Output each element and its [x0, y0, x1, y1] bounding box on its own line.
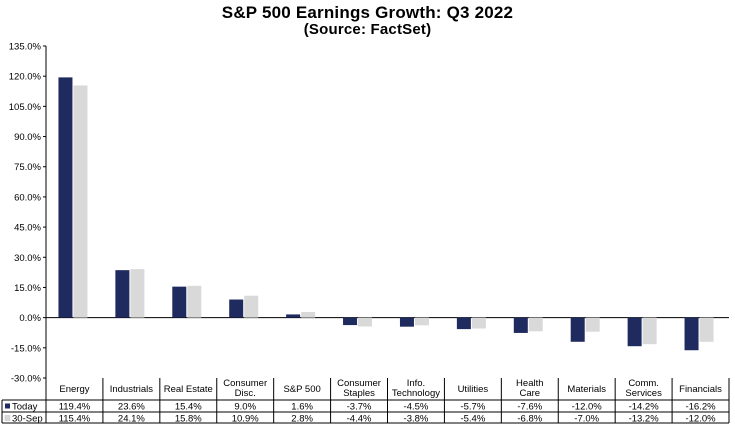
bar-30-sep	[130, 269, 145, 318]
chart-title: S&P 500 Earnings Growth: Q3 2022	[221, 3, 514, 22]
category-label: Technology	[392, 388, 440, 399]
bar-today	[570, 317, 585, 342]
bar-today	[513, 317, 528, 333]
data-label: -12.0%	[685, 414, 716, 425]
data-label: -4.5%	[404, 402, 429, 413]
bar-30-sep	[642, 317, 657, 345]
bar-30-sep	[244, 295, 259, 318]
y-tick-label: 60.0%	[14, 192, 41, 203]
category-label: S&P 500	[283, 384, 320, 395]
data-label: 10.9%	[232, 414, 259, 425]
y-tick-label: 90.0%	[14, 132, 41, 143]
data-label: -13.2%	[629, 414, 660, 425]
bar-30-sep	[358, 317, 373, 327]
category-label: Energy	[59, 384, 89, 395]
y-tick-label: -30.0%	[11, 374, 42, 385]
category-label: Real Estate	[164, 384, 213, 395]
data-label: 24.1%	[118, 414, 145, 425]
category-label: Care	[519, 388, 540, 399]
data-label: -4.4%	[347, 414, 372, 425]
chart-subtitle: (Source: FactSet)	[303, 21, 432, 38]
bar-today	[343, 317, 358, 326]
y-tick-label: 0.0%	[19, 313, 41, 324]
bar-30-sep	[528, 317, 543, 332]
data-label: -14.2%	[629, 402, 660, 413]
bar-30-sep	[301, 312, 316, 318]
y-tick-label: 30.0%	[14, 253, 41, 264]
category-label: Staples	[343, 388, 375, 399]
category-label: Consumer	[337, 378, 381, 389]
category-label: Industrials	[110, 384, 154, 395]
y-tick-label: 105.0%	[9, 102, 42, 113]
legend-swatch	[5, 403, 10, 409]
bar-30-sep	[187, 285, 202, 318]
category-label: Financials	[679, 384, 722, 395]
data-label: -5.7%	[460, 402, 485, 413]
bar-today	[286, 314, 301, 318]
data-label: -7.6%	[517, 402, 542, 413]
legend-label: Today	[12, 402, 38, 413]
bar-today	[684, 317, 699, 351]
data-label: -5.4%	[460, 414, 485, 425]
bar-30-sep	[471, 317, 486, 329]
y-tick-label: -15.0%	[11, 343, 42, 354]
data-label: 15.4%	[175, 402, 202, 413]
bar-30-sep	[73, 85, 88, 318]
y-tick-label: 120.0%	[9, 72, 42, 83]
data-label: 9.0%	[234, 402, 256, 413]
category-label: Materials	[567, 384, 606, 395]
bar-30-sep	[414, 317, 429, 326]
bar-today	[229, 299, 244, 318]
category-label: Disc.	[235, 388, 256, 399]
data-label: -12.0%	[572, 402, 603, 413]
data-label: -16.2%	[685, 402, 716, 413]
bar-30-sep	[585, 317, 600, 332]
data-label: 119.4%	[59, 402, 91, 413]
data-label: -3.8%	[404, 414, 429, 425]
data-label: -3.7%	[347, 402, 372, 413]
legend-swatch	[4, 415, 11, 421]
bar-30-sep	[699, 317, 714, 342]
bar-today	[456, 317, 471, 330]
data-label: 1.6%	[291, 402, 313, 413]
data-label: -6.8%	[517, 414, 542, 425]
y-tick-label: 15.0%	[14, 283, 41, 294]
data-label: 23.6%	[118, 402, 145, 413]
y-tick-label: 135.0%	[9, 42, 42, 53]
y-tick-label: 75.0%	[14, 162, 41, 173]
data-label: 2.8%	[291, 414, 313, 425]
bar-today	[399, 317, 414, 327]
data-label: 115.4%	[59, 414, 91, 425]
category-label: Utilities	[458, 384, 489, 395]
bar-today	[627, 317, 642, 347]
category-label: Health	[516, 378, 543, 389]
category-label: Comm.	[628, 378, 659, 389]
legend-label: 30-Sep	[12, 414, 43, 425]
category-label: Services	[625, 388, 662, 399]
data-label: -7.0%	[574, 414, 599, 425]
bar-today	[172, 286, 187, 318]
data-label: 15.8%	[175, 414, 202, 425]
bar-today	[58, 77, 73, 318]
y-tick-label: 45.0%	[14, 223, 41, 234]
category-label: Consumer	[223, 378, 267, 389]
category-label: Info.	[407, 378, 426, 389]
bar-today	[115, 270, 130, 318]
